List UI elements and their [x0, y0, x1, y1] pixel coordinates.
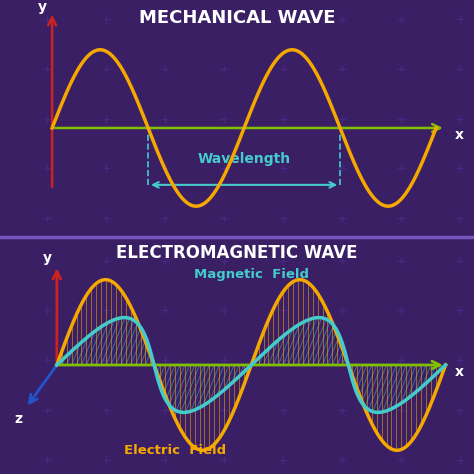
Text: y: y: [38, 0, 47, 14]
Text: Electric  Field: Electric Field: [124, 444, 227, 457]
Text: x: x: [455, 128, 464, 142]
Text: Wavelength: Wavelength: [198, 152, 291, 166]
Text: MECHANICAL WAVE: MECHANICAL WAVE: [139, 9, 335, 27]
Text: ELECTROMAGNETIC WAVE: ELECTROMAGNETIC WAVE: [116, 244, 358, 262]
Text: y: y: [43, 251, 52, 265]
Text: z: z: [14, 412, 22, 427]
Text: Magnetic  Field: Magnetic Field: [194, 268, 309, 282]
Text: x: x: [455, 365, 464, 379]
